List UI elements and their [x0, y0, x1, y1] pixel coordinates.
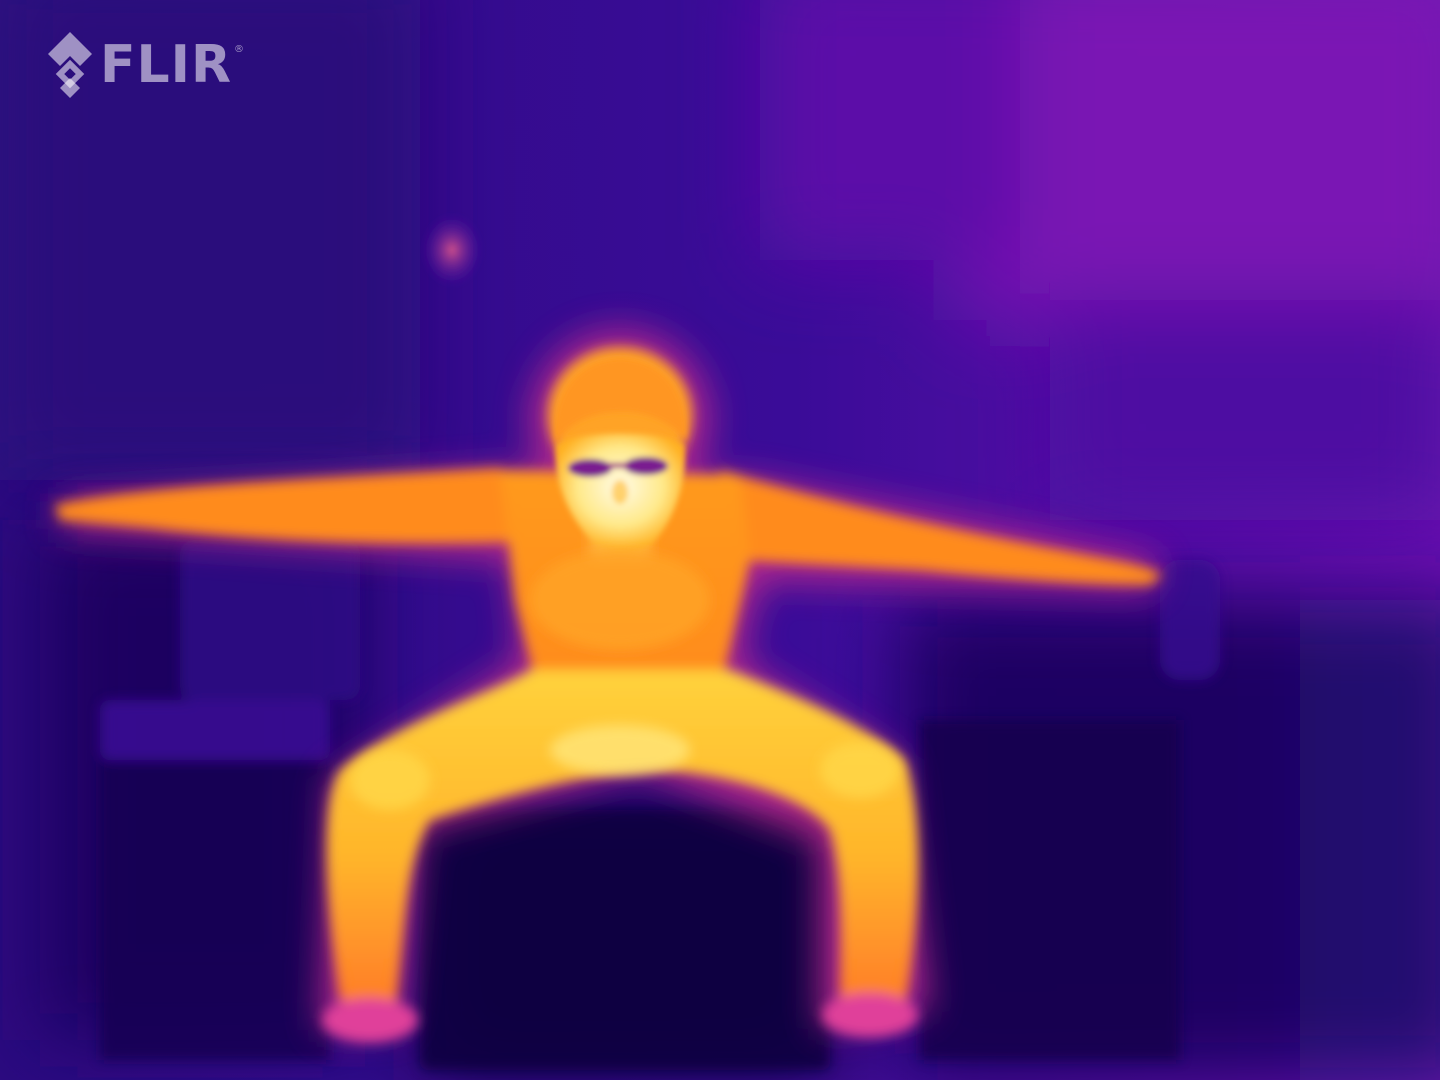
flir-diamond-icon — [48, 32, 92, 98]
left-arm — [55, 468, 560, 544]
flir-logo: FLIR ® — [46, 30, 244, 100]
right-arm — [720, 470, 1162, 585]
face — [554, 358, 687, 552]
flir-logo-text: FLIR — [100, 35, 233, 95]
registered-mark: ® — [234, 44, 245, 55]
warm-spot — [422, 214, 482, 286]
legs — [326, 670, 919, 1010]
